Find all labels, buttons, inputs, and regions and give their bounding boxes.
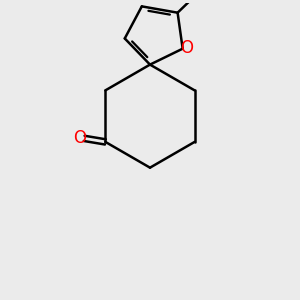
Text: O: O	[74, 129, 87, 147]
Text: O: O	[180, 39, 193, 57]
